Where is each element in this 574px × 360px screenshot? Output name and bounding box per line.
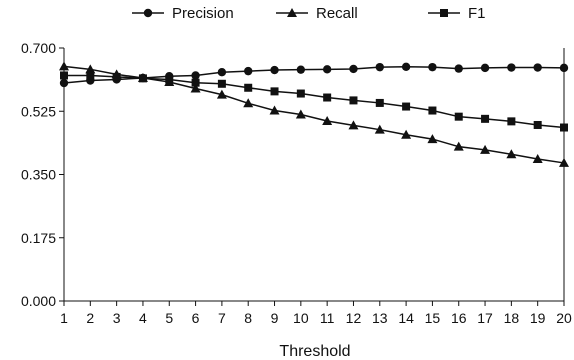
x-tick-label: 16 — [451, 310, 467, 326]
data-point — [296, 89, 305, 98]
x-tick-label: 8 — [244, 310, 252, 326]
data-point — [453, 141, 464, 151]
data-point — [269, 105, 280, 115]
x-tick-label: 9 — [271, 310, 279, 326]
data-point — [112, 72, 121, 81]
data-point — [532, 153, 543, 163]
series-recall — [59, 61, 569, 167]
x-tick-label: 3 — [113, 310, 121, 326]
data-point — [85, 64, 96, 74]
data-point — [428, 106, 437, 115]
y-tick-label: 0.525 — [21, 103, 56, 119]
data-point — [375, 62, 384, 72]
x-tick-label: 2 — [86, 310, 94, 326]
data-point — [295, 109, 306, 119]
data-point — [454, 112, 463, 121]
data-point — [533, 63, 542, 72]
data-point — [349, 96, 358, 105]
data-point — [216, 89, 227, 99]
data-point — [217, 79, 226, 88]
data-point — [375, 98, 384, 107]
data-point — [165, 75, 174, 84]
data-point — [506, 149, 517, 159]
legend-label: Recall — [316, 5, 358, 22]
data-point — [454, 64, 463, 73]
x-tick-label: 18 — [504, 310, 520, 326]
data-point — [191, 78, 200, 87]
data-point — [244, 83, 253, 92]
legend-label: F1 — [468, 5, 486, 22]
x-axis-title: Threshold — [279, 343, 350, 360]
data-point — [138, 74, 147, 83]
x-tick-label: 10 — [293, 310, 309, 326]
data-point — [190, 83, 201, 93]
x-tick-label: 5 — [165, 310, 173, 326]
data-point — [270, 87, 279, 96]
legend: Precision Recall F1 — [132, 5, 486, 22]
series-precision — [59, 62, 569, 88]
x-tick-label: 17 — [477, 310, 493, 326]
x-tick-label: 11 — [320, 310, 335, 326]
series-line — [64, 74, 565, 129]
x-tick-label: 14 — [398, 310, 414, 326]
data-point — [296, 65, 306, 74]
x-tick-label: 6 — [192, 310, 200, 326]
data-point — [322, 116, 333, 126]
data-point — [244, 66, 253, 76]
x-axis: 1 2 3 4 5 6 7 8 9 10 11 12 13 14 15 16 17 18 19 20 — [60, 48, 572, 326]
data-point — [349, 64, 358, 74]
data-point — [322, 65, 332, 74]
data-point — [428, 62, 437, 72]
data-point — [323, 93, 332, 102]
data-point — [270, 65, 279, 75]
legend-item-f1: F1 — [428, 5, 486, 22]
y-axis: 0.000 0.175 0.350 0.525 0.700 — [21, 40, 65, 309]
data-point — [427, 134, 438, 144]
plot-area — [59, 61, 569, 167]
data-point — [191, 71, 200, 80]
data-point — [243, 98, 254, 108]
legend-marker — [287, 8, 297, 17]
data-point — [507, 63, 516, 72]
legend-marker — [143, 8, 153, 18]
x-tick-label: 19 — [530, 310, 546, 326]
x-tick-label: 15 — [425, 310, 441, 326]
series-line — [63, 66, 565, 84]
data-point — [402, 102, 411, 111]
x-tick-label: 4 — [139, 310, 147, 326]
legend-item-recall: Recall — [276, 5, 358, 22]
data-point — [507, 117, 516, 126]
data-point — [481, 114, 490, 123]
y-tick-label: 0.700 — [21, 40, 56, 56]
series-f1 — [60, 71, 568, 132]
data-point — [480, 63, 490, 73]
data-point — [533, 120, 542, 129]
x-tick-label: 7 — [218, 310, 226, 326]
data-point — [480, 144, 491, 154]
legend-item-precision: Precision — [132, 5, 234, 22]
data-point — [401, 62, 411, 71]
data-point — [348, 120, 359, 130]
data-point — [401, 129, 412, 139]
x-tick-label: 13 — [372, 310, 388, 326]
legend-marker — [440, 9, 448, 17]
y-tick-label: 0.350 — [21, 167, 56, 183]
legend-label: Precision — [172, 5, 234, 22]
data-point — [374, 124, 385, 134]
y-tick-label: 0.175 — [21, 230, 56, 246]
y-tick-label: 0.000 — [21, 293, 56, 309]
x-tick-label: 12 — [346, 310, 362, 326]
data-point — [86, 71, 95, 80]
x-tick-label: 20 — [556, 310, 572, 326]
data-point — [217, 68, 227, 77]
x-tick-label: 1 — [60, 310, 68, 326]
